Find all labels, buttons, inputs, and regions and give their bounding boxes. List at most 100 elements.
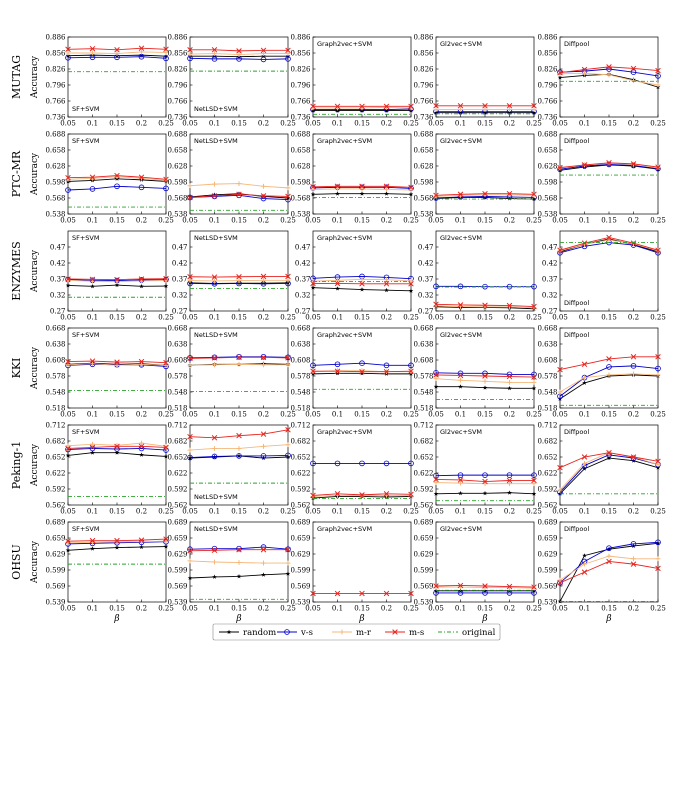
point-v-s xyxy=(163,185,169,192)
y-axis-label: Accuracy xyxy=(30,540,40,584)
point-random xyxy=(163,454,169,459)
point-m-s xyxy=(408,368,414,374)
x-tick-label: 0.05 xyxy=(552,411,568,419)
row-label-mutag: MUTAG Accuracy xyxy=(10,55,40,99)
point-v-s xyxy=(163,55,169,62)
x-tick-label: 0.15 xyxy=(109,120,125,128)
legend-label-m-s: m-s xyxy=(409,628,424,638)
y-tick-label: 0.856 xyxy=(413,49,434,57)
panel-mutag-4: 0.736 0.766 0.796 0.826 0.856 0.886 0.05 0.1 0.1… xyxy=(537,33,665,127)
x-tick-label: 0.05 xyxy=(428,120,444,128)
point-random xyxy=(557,75,563,80)
x-tick-label: 0.2 xyxy=(136,605,147,613)
panel-enzymes-2: 0.27 0.32 0.37 0.42 0.47 0.05 0.1 0.15 0.2 0.25 Gr… xyxy=(295,230,419,322)
point-m-r xyxy=(310,187,316,192)
panel-ohsu-1: 0.539 0.569 0.599 0.629 0.659 0.689 0.05 0.1 0.1… xyxy=(167,518,295,624)
point-random xyxy=(90,283,95,289)
point-m-s xyxy=(506,302,513,309)
x-tick-label: 0.25 xyxy=(158,120,174,128)
point-m-r xyxy=(606,72,612,78)
point-random xyxy=(261,53,266,59)
y-tick-label: 0.668 xyxy=(290,324,310,332)
y-tick-label: 0.562 xyxy=(167,501,187,509)
x-tick-label: 0.25 xyxy=(280,314,296,322)
point-m-s xyxy=(236,274,242,280)
x-axis-label: β xyxy=(235,614,241,624)
y-tick-label: 0.668 xyxy=(45,324,65,332)
panel-method-label: Graph2vec+SVM xyxy=(317,525,372,533)
x-tick-label: 0.2 xyxy=(628,314,639,322)
point-m-r xyxy=(261,51,266,56)
point-m-s xyxy=(383,281,390,287)
point-m-s xyxy=(457,582,464,589)
x-tick-label: 0.25 xyxy=(280,411,296,419)
series-line-v-s xyxy=(189,57,289,60)
y-axis-label: Accuracy xyxy=(30,55,40,99)
point-m-s xyxy=(581,240,588,246)
x-tick-label: 0.25 xyxy=(650,605,666,613)
panel-enzymes-4: 0.27 0.32 0.37 0.42 0.47 0.05 0.1 0.15 0.2 0.25 Di… xyxy=(542,230,666,322)
point-m-s xyxy=(260,546,267,553)
y-tick-label: 0.538 xyxy=(167,210,187,218)
y-tick-label: 0.598 xyxy=(45,178,65,186)
y-tick-label: 0.688 xyxy=(167,130,187,138)
point-m-s xyxy=(285,355,291,361)
point-random xyxy=(482,195,488,200)
y-tick-label: 0.47 xyxy=(418,243,434,251)
y-tick-label: 0.736 xyxy=(537,113,558,121)
x-tick-label: 0.05 xyxy=(182,314,198,322)
point-v-s xyxy=(89,186,96,192)
point-m-s xyxy=(630,65,637,72)
point-random xyxy=(359,287,365,292)
point-v-s xyxy=(383,362,390,369)
x-tick-label: 0.1 xyxy=(87,605,98,613)
point-v-s xyxy=(383,460,390,467)
x-tick-label: 0.05 xyxy=(60,411,76,419)
point-m-r xyxy=(384,187,389,192)
point-m-r xyxy=(114,362,120,368)
point-m-s xyxy=(433,103,439,109)
x-tick-label: 0.25 xyxy=(280,605,296,613)
y-tick-label: 0.548 xyxy=(167,388,187,396)
point-random xyxy=(408,108,414,113)
y-tick-label: 0.796 xyxy=(413,81,434,89)
point-random xyxy=(114,545,120,550)
x-tick-label: 0.25 xyxy=(403,217,419,225)
panel-method-label: NetLSD+SVM xyxy=(194,234,238,242)
y-tick-label: 0.27 xyxy=(172,307,188,315)
series-line-v-s xyxy=(435,474,534,477)
row-label-enzymes: ENZYMES Accuracy xyxy=(10,241,40,300)
point-random xyxy=(482,490,488,496)
x-tick-label: 0.05 xyxy=(552,120,568,128)
y-tick-label: 0.37 xyxy=(542,275,558,283)
y-tick-label: 0.538 xyxy=(45,210,65,218)
point-m-r xyxy=(582,561,587,567)
point-v-s xyxy=(655,73,661,79)
point-m-s xyxy=(581,454,588,460)
series-line-v-s xyxy=(435,372,534,375)
x-tick-label: 0.1 xyxy=(579,508,590,516)
point-m-s xyxy=(482,190,488,197)
y-tick-label: 0.568 xyxy=(45,194,65,202)
x-tick-label: 0.2 xyxy=(628,508,639,516)
y-tick-label: 0.518 xyxy=(45,404,65,412)
y-tick-label: 0.592 xyxy=(167,485,187,493)
y-tick-label: 0.518 xyxy=(167,404,187,412)
point-m-s xyxy=(163,46,169,53)
panel-method-label: Diffpool xyxy=(564,137,589,145)
plot-area xyxy=(312,133,412,215)
plot-area xyxy=(67,424,167,506)
x-tick-label: 0.25 xyxy=(158,411,174,419)
y-tick-label: 0.562 xyxy=(537,501,557,509)
panel-peking-1-4: 0.562 0.592 0.622 0.652 0.682 0.712 0.05 0.1 0.1… xyxy=(537,421,665,515)
point-m-r xyxy=(557,389,563,395)
x-tick-label: 0.05 xyxy=(182,217,198,225)
y-tick-label: 0.689 xyxy=(290,518,310,526)
x-tick-label: 0.2 xyxy=(381,217,392,225)
x-tick-label: 0.15 xyxy=(109,217,125,225)
y-tick-label: 0.682 xyxy=(537,437,557,445)
x-tick-label: 0.15 xyxy=(601,217,617,225)
x-tick-label: 0.1 xyxy=(87,120,98,128)
point-m-s xyxy=(606,160,612,166)
point-random xyxy=(335,191,340,196)
